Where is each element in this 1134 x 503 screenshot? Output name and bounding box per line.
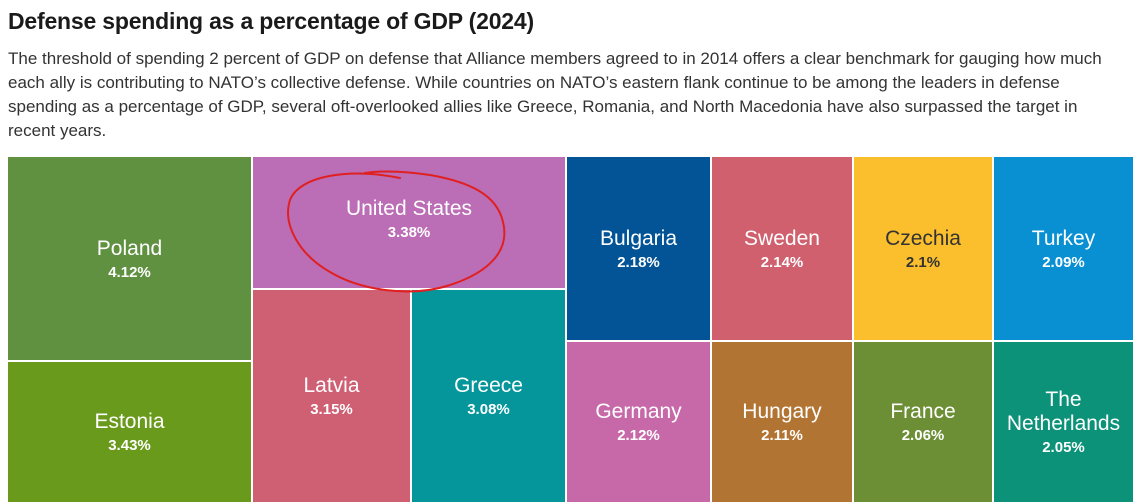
- tile-estonia[interactable]: Estonia 3.43%: [7, 361, 252, 503]
- chart-subtitle: The threshold of spending 2 percent of G…: [8, 49, 1102, 140]
- tile-value: 2.05%: [1042, 439, 1085, 456]
- tile-value: 4.12%: [108, 263, 151, 281]
- tile-greece[interactable]: Greece 3.08%: [411, 289, 566, 503]
- tile-germany[interactable]: Germany 2.12%: [566, 341, 711, 503]
- tile-hungary[interactable]: Hungary 2.11%: [711, 341, 853, 503]
- tile-czechia[interactable]: Czechia 2.1%: [853, 156, 993, 341]
- tile-value: 2.14%: [760, 253, 804, 271]
- tile-label: France: [890, 400, 956, 423]
- tile-value: 2.1%: [905, 253, 941, 271]
- tile-value: 3.43%: [108, 437, 151, 454]
- tile-value: 2.06%: [901, 427, 945, 444]
- tile-label: The Netherlands: [1006, 388, 1121, 435]
- tile-value: 2.18%: [617, 253, 660, 271]
- tile-label: Turkey: [1031, 226, 1096, 250]
- tile-value: 2.12%: [617, 427, 660, 444]
- tile-label: Greece: [454, 374, 523, 397]
- tile-label: Bulgaria: [599, 226, 678, 250]
- tile-label: Czechia: [885, 226, 961, 250]
- tile-value: 2.09%: [1042, 253, 1085, 271]
- tile-label: United States: [345, 196, 473, 220]
- tile-the-netherlands[interactable]: The Netherlands 2.05%: [993, 341, 1134, 503]
- tile-value: 3.15%: [310, 401, 353, 418]
- tile-turkey[interactable]: Turkey 2.09%: [993, 156, 1134, 341]
- tile-label: Hungary: [742, 400, 822, 423]
- tile-label: Germany: [595, 400, 682, 423]
- tile-france[interactable]: France 2.06%: [853, 341, 993, 503]
- tile-poland[interactable]: Poland 4.12%: [7, 156, 252, 361]
- chart-title: Defense spending as a percentage of GDP …: [8, 8, 534, 34]
- tile-sweden[interactable]: Sweden 2.14%: [711, 156, 853, 341]
- tile-value: 2.11%: [761, 427, 803, 444]
- tile-label: Poland: [96, 236, 163, 260]
- tile-label: Estonia: [94, 410, 165, 433]
- tile-united-states[interactable]: United States 3.38%: [252, 156, 566, 289]
- tile-bulgaria[interactable]: Bulgaria 2.18%: [566, 156, 711, 341]
- tile-label: Latvia: [303, 374, 360, 397]
- tile-latvia[interactable]: Latvia 3.15%: [252, 289, 411, 503]
- tile-value: 3.38%: [387, 223, 431, 241]
- tile-value: 3.08%: [467, 401, 510, 418]
- tile-label: Sweden: [744, 226, 820, 250]
